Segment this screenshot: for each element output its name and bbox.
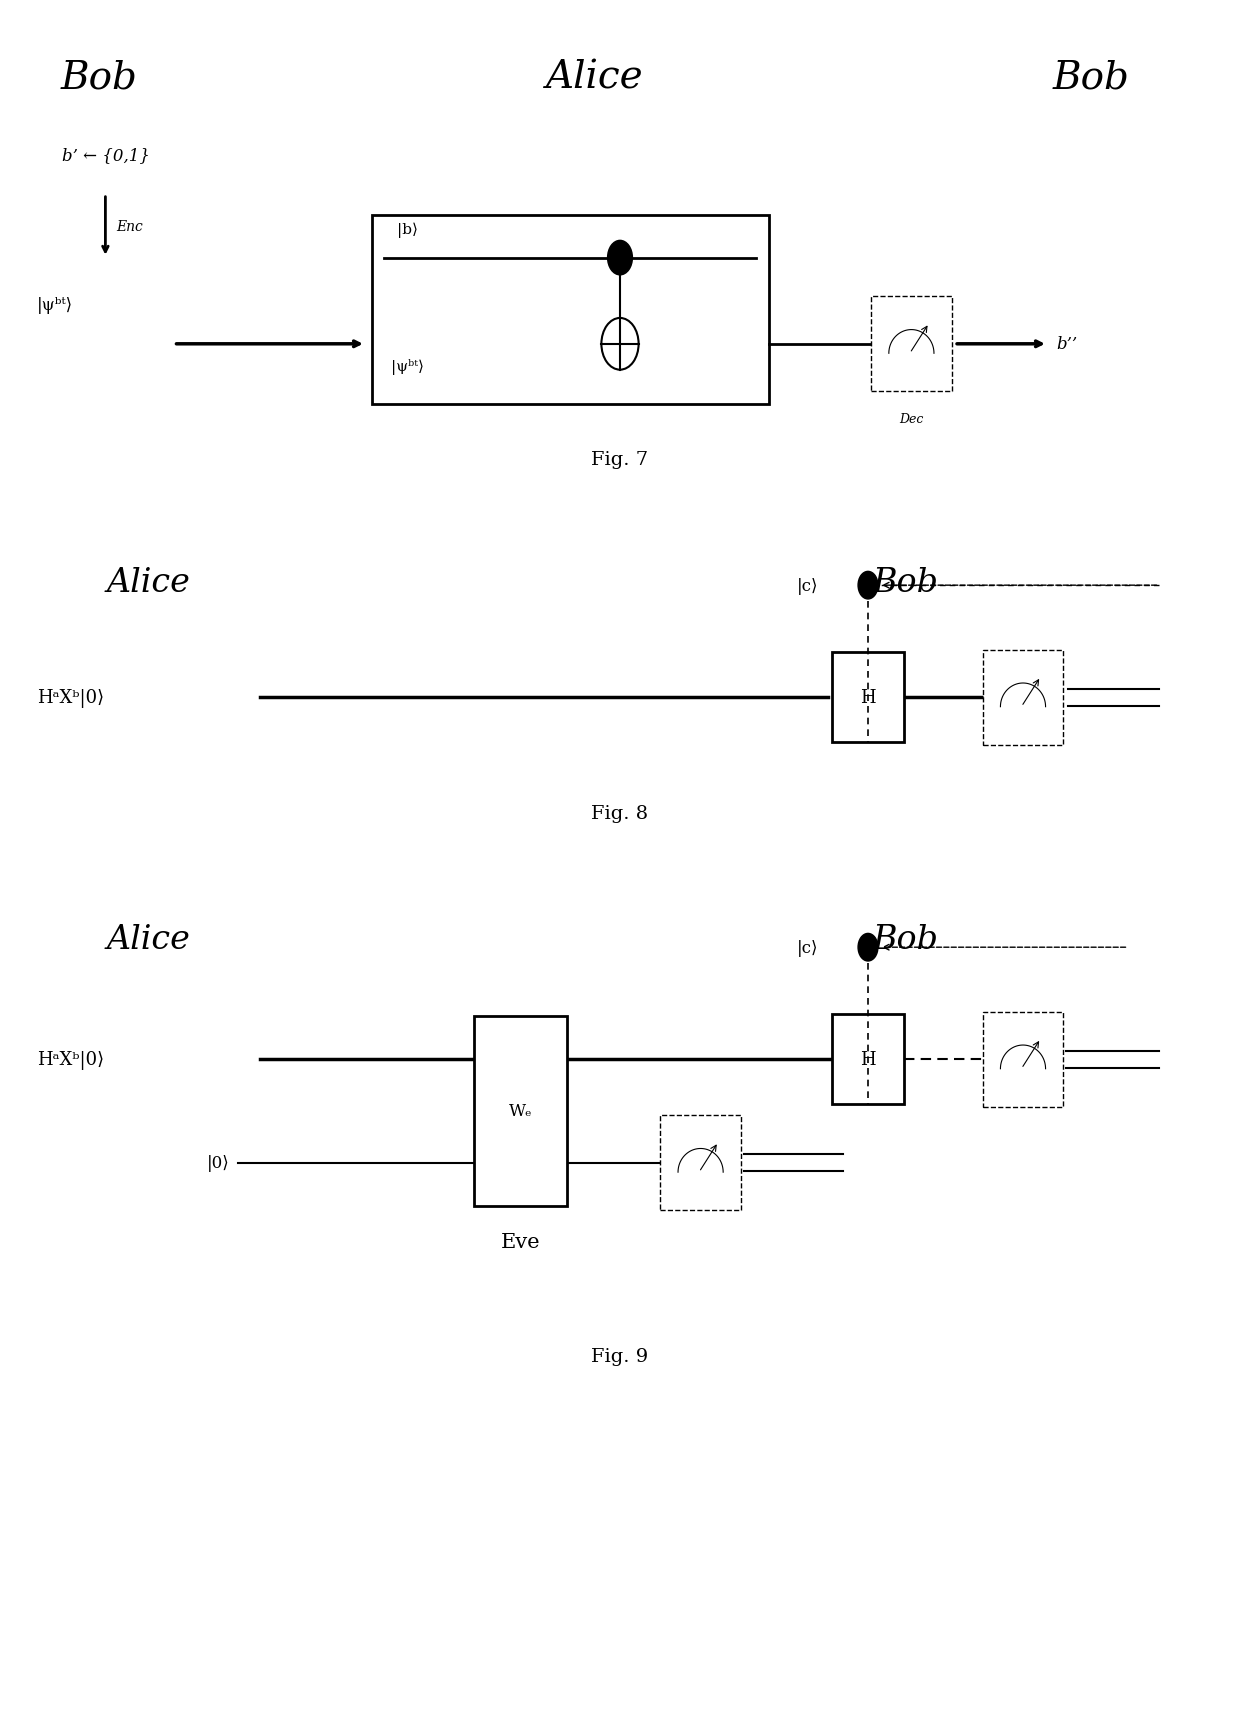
Text: H: H: [861, 689, 875, 706]
Text: Wₑ: Wₑ: [510, 1103, 532, 1120]
Text: Bob: Bob: [1053, 59, 1130, 96]
Text: |c⟩: |c⟩: [797, 939, 818, 956]
Circle shape: [858, 572, 878, 600]
Bar: [870, 296, 952, 393]
Text: Fig. 8: Fig. 8: [591, 805, 649, 822]
Circle shape: [608, 241, 632, 276]
Bar: [982, 1013, 1063, 1108]
Text: Alice: Alice: [547, 59, 644, 96]
Text: Dec: Dec: [899, 412, 924, 426]
Text: b’ ← {0,1}: b’ ← {0,1}: [62, 146, 150, 164]
Text: Bob: Bob: [61, 59, 138, 96]
Text: Enc: Enc: [117, 219, 144, 234]
Text: |b⟩: |b⟩: [397, 222, 418, 238]
Text: Eve: Eve: [501, 1232, 541, 1251]
Bar: [832, 1015, 904, 1104]
Text: H: H: [861, 1051, 875, 1068]
Text: |ψᵇᵗ⟩: |ψᵇᵗ⟩: [391, 358, 424, 374]
Text: Bob: Bob: [872, 567, 939, 598]
Text: Fig. 9: Fig. 9: [591, 1347, 649, 1365]
Text: b’’: b’’: [1056, 336, 1078, 353]
Bar: [832, 653, 904, 743]
Text: |c⟩: |c⟩: [797, 577, 818, 594]
Circle shape: [858, 934, 878, 961]
Text: HᵃXᵇ|0⟩: HᵃXᵇ|0⟩: [37, 687, 104, 708]
Text: Alice: Alice: [107, 567, 191, 598]
Bar: [372, 215, 769, 405]
Text: Fig. 7: Fig. 7: [591, 451, 649, 469]
Text: Alice: Alice: [107, 924, 191, 955]
Text: Bob: Bob: [872, 924, 939, 955]
Text: |0⟩: |0⟩: [207, 1154, 229, 1172]
Bar: [660, 1117, 740, 1210]
Bar: [474, 1017, 568, 1206]
Bar: [982, 651, 1063, 744]
Text: |ψᵇᵗ⟩: |ψᵇᵗ⟩: [37, 296, 73, 314]
Text: HᵃXᵇ|0⟩: HᵃXᵇ|0⟩: [37, 1049, 104, 1070]
